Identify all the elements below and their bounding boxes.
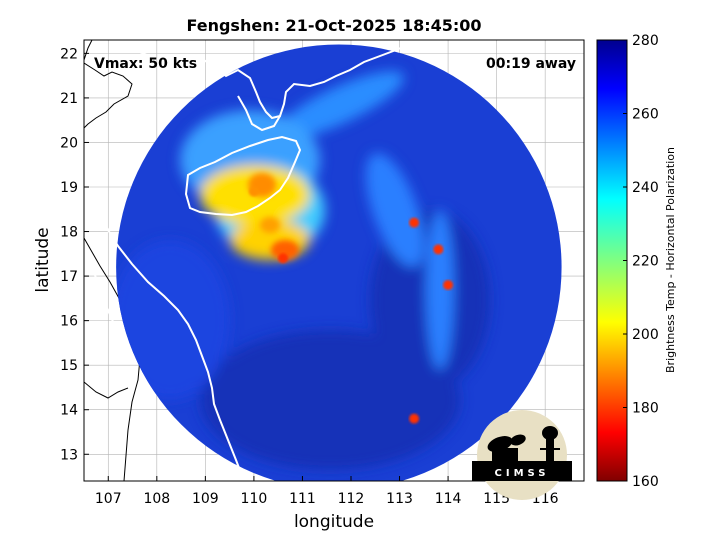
x-tick-label: 110 <box>241 491 268 507</box>
colorbar-tick-label: 260 <box>632 107 659 123</box>
x-tick-label: 108 <box>143 491 170 507</box>
cold-spot <box>409 217 420 228</box>
y-tick-label: 22 <box>60 46 78 62</box>
cimss-logo: CIMSS <box>472 410 572 500</box>
x-tick-label: 114 <box>435 491 462 507</box>
colorbar-tick-label: 220 <box>632 254 659 270</box>
y-tick-label: 20 <box>60 135 78 151</box>
colorbar-tick-label: 160 <box>632 474 659 490</box>
y-tick-label: 19 <box>60 180 78 196</box>
swath-rainband <box>365 153 425 267</box>
y-tick-label: 16 <box>60 314 78 330</box>
x-tick-label: 109 <box>192 491 219 507</box>
hainan-coast <box>184 135 302 217</box>
water-tower-icon <box>540 426 560 462</box>
warm-convection <box>271 240 299 260</box>
y-tick-label: 15 <box>60 358 78 374</box>
colorbar-tick-label: 280 <box>632 33 659 49</box>
coastline <box>84 40 421 481</box>
y-tick-label: 18 <box>60 225 78 241</box>
x-tick-label: 107 <box>95 491 122 507</box>
y-tick-label: 14 <box>60 403 78 419</box>
vietnam-coast-inner <box>84 259 125 343</box>
warm-convection <box>260 217 280 233</box>
y-tick-label: 17 <box>60 269 78 285</box>
logo-text: CIMSS <box>495 468 550 479</box>
x-tick-label: 111 <box>289 491 316 507</box>
colorbar-tick-label: 200 <box>632 327 659 343</box>
cold-spot <box>409 413 420 424</box>
y-tick-label: 21 <box>60 91 78 107</box>
x-tick-label: 112 <box>338 491 365 507</box>
vmax-annotation: Vmax: 50 kts <box>94 56 197 72</box>
swath-dark-region <box>116 240 230 400</box>
axes-frame <box>83 39 585 482</box>
mainland-coast <box>127 40 421 120</box>
colorbar-label: Brightness Temp - Horizontal Polarizatio… <box>664 147 677 373</box>
y-tick-label: 13 <box>60 447 78 463</box>
cold-spot <box>433 244 444 255</box>
cold-spot <box>443 280 454 290</box>
y-axis: 13 14 15 16 17 18 19 20 21 22 <box>60 46 89 463</box>
time-away-annotation: 00:19 away <box>486 56 576 72</box>
x-tick-label: 113 <box>386 491 413 507</box>
cold-spot <box>248 186 259 197</box>
y-axis-label: latitude <box>33 227 53 292</box>
swath-rainband <box>276 71 404 139</box>
satellite-dish-icon <box>487 434 526 462</box>
chart-title: Fengshen: 21-Oct-2025 18:45:00 <box>186 16 481 35</box>
colorbar-tick-label: 240 <box>632 180 659 196</box>
swath-rainband <box>426 210 454 370</box>
colorbar-tick-label: 180 <box>632 401 659 417</box>
microwave-swath <box>116 44 562 481</box>
logo-band <box>472 461 572 481</box>
x-axis-label: longitude <box>294 512 374 532</box>
cold-spot <box>278 253 289 264</box>
colorbar <box>596 39 628 482</box>
vietnam-coast <box>84 177 245 481</box>
leizhou-coast <box>237 95 281 132</box>
colorbar-ticks: 160 180 200 220 240 260 280 <box>623 33 659 490</box>
